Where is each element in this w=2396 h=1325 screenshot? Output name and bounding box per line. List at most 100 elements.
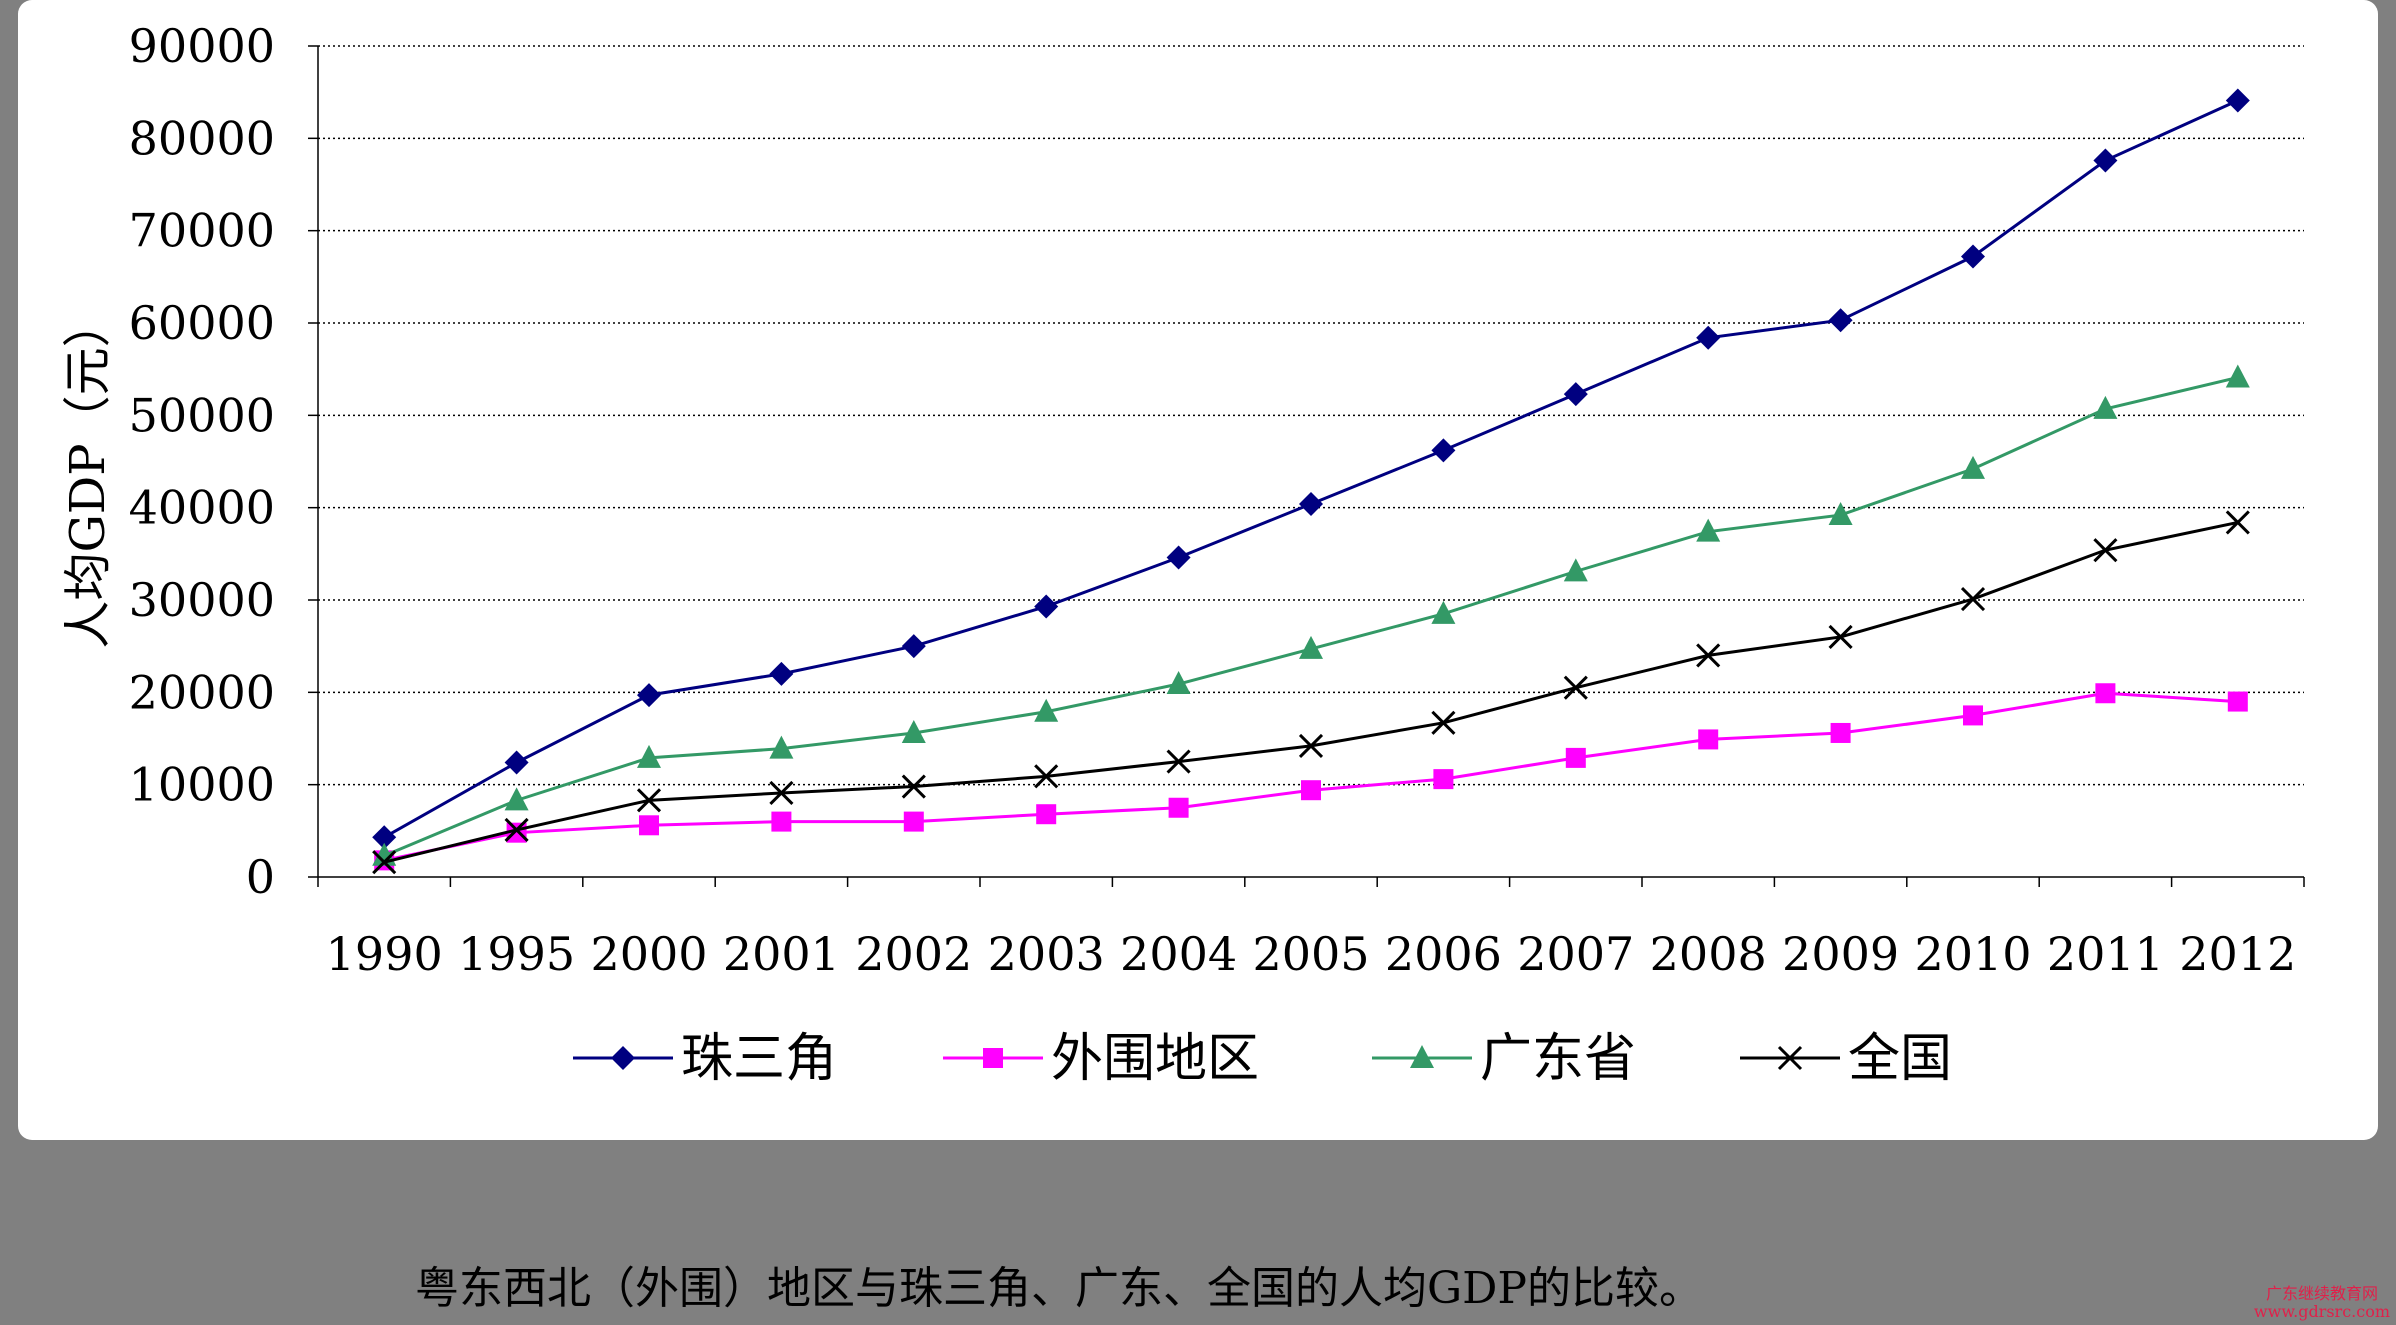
data-point [1563, 675, 1588, 700]
x-tick-label: 2006 [1385, 927, 1502, 981]
data-point [1431, 438, 1456, 463]
data-point [1431, 600, 1456, 624]
data-point [1563, 558, 1588, 582]
marker-stroke [1166, 749, 1191, 774]
data-point [1168, 797, 1189, 818]
marker-stroke [2093, 538, 2118, 563]
data-point [1034, 594, 1059, 619]
marker-stroke [901, 774, 926, 799]
data-point [1034, 764, 1059, 789]
data-point [1166, 749, 1191, 774]
data-point [2093, 538, 2118, 563]
data-point [1565, 747, 1586, 768]
data-point [1828, 308, 1853, 333]
data-point [1961, 455, 1985, 479]
data-point [769, 735, 794, 759]
legend-label: 广东省 [1480, 1029, 1636, 1089]
marker-stroke [1960, 587, 1986, 612]
marker-stroke [504, 817, 529, 842]
data-point [1433, 769, 1454, 790]
data-point [1301, 780, 1321, 801]
data-point [1963, 705, 1983, 726]
marker-stroke [1563, 675, 1588, 700]
data-point [1299, 635, 1323, 659]
x-tick-label: 2008 [1650, 927, 1767, 981]
data-point [771, 811, 792, 832]
legend-item: 外围地区 [943, 1029, 1259, 1089]
data-point [1828, 624, 1853, 649]
x-tick-label: 2002 [855, 927, 972, 981]
data-point [636, 788, 662, 813]
y-tick-label: 30000 [129, 573, 275, 627]
data-point [1034, 698, 1059, 722]
x-tick-label: 1990 [326, 927, 443, 981]
chart-caption: 粤东西北（外围）地区与珠三角、广东、全国的人均GDP的比较。 [415, 1263, 1704, 1314]
data-point [901, 634, 926, 659]
data-point [1960, 587, 1986, 612]
y-tick-label: 10000 [129, 758, 275, 812]
y-tick-label: 70000 [129, 204, 275, 258]
watermark-line1: 广东继续教育网 [2265, 1284, 2378, 1303]
data-point [1298, 733, 1324, 758]
data-point [1696, 325, 1721, 350]
legend-marker [1410, 1045, 1434, 1068]
x-tick-label: 1995 [458, 927, 575, 981]
marker-stroke [1696, 643, 1721, 668]
legend-marker [1777, 1045, 1803, 1071]
x-tick-label: 2009 [1782, 927, 1899, 981]
data-point [1961, 244, 1985, 269]
data-point [2095, 683, 2116, 704]
watermark: 广东继续教育网 www.gdrsrc.com [2254, 1285, 2390, 1321]
marker-stroke [1431, 710, 1456, 735]
data-point [2093, 148, 2118, 173]
x-tick-label: 2001 [723, 927, 840, 981]
data-point [1166, 545, 1191, 570]
x-tick-label: 2012 [2179, 927, 2296, 981]
data-point [901, 774, 926, 799]
marker-stroke [1034, 764, 1059, 789]
y-tick-label: 80000 [129, 111, 275, 165]
data-point [903, 811, 924, 832]
legend-marker [983, 1048, 1003, 1068]
data-point [1563, 382, 1588, 407]
data-point [504, 787, 529, 811]
legend-item: 珠三角 [573, 1029, 837, 1089]
marker-stroke [1777, 1045, 1803, 1071]
y-tick-label: 60000 [129, 296, 275, 350]
data-point [2093, 395, 2118, 419]
data-point [637, 744, 661, 768]
legend-marker [611, 1046, 635, 1070]
marker-stroke [1828, 624, 1853, 649]
data-point [1299, 491, 1323, 516]
data-point [1698, 729, 1719, 750]
data-point [1828, 502, 1853, 526]
legend-label: 珠三角 [681, 1029, 837, 1089]
legend-label: 外围地区 [1051, 1029, 1259, 1089]
y-tick-label: 0 [246, 850, 275, 904]
data-point [1696, 518, 1721, 542]
x-tick-label: 2003 [988, 927, 1105, 981]
data-point [2225, 510, 2250, 535]
data-point [372, 825, 397, 850]
series-1 [374, 683, 2248, 871]
marker-stroke [1298, 733, 1324, 758]
x-tick-label: 2000 [590, 927, 707, 981]
data-point [1036, 804, 1057, 825]
marker-stroke [636, 788, 662, 813]
series-3 [372, 510, 2250, 875]
data-point [504, 750, 529, 775]
data-point [2227, 691, 2248, 712]
marker-stroke [769, 780, 794, 806]
y-tick-label: 40000 [129, 481, 275, 535]
data-point [1431, 710, 1456, 735]
legend-item: 全国 [1740, 1029, 1952, 1089]
data-point [1830, 722, 1851, 743]
data-point [769, 780, 794, 806]
marker-stroke [2225, 510, 2250, 535]
x-tick-label: 2005 [1252, 927, 1369, 981]
data-point [2225, 364, 2250, 388]
data-point [504, 817, 529, 842]
y-tick-label: 50000 [129, 388, 275, 442]
series-0 [372, 88, 2250, 850]
chart-panel [18, 0, 2378, 1140]
